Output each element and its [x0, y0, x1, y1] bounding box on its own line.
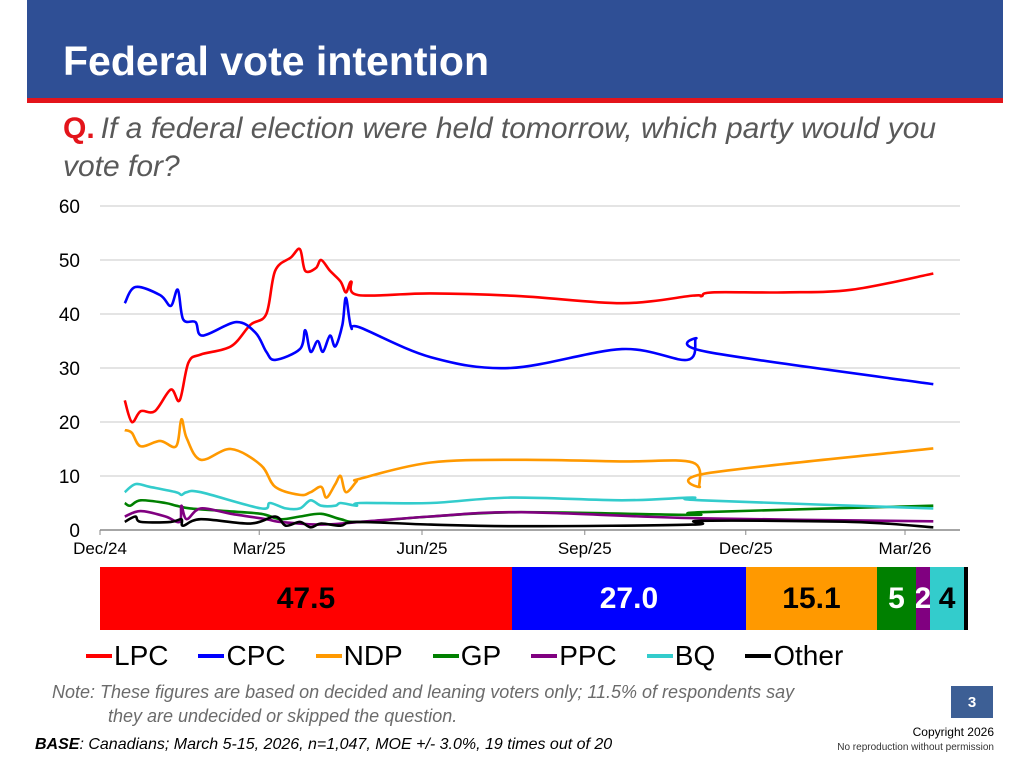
bar-segment-gp: 5: [876, 567, 916, 630]
legend-item-other: Other: [745, 640, 843, 672]
series-line-gp: [124, 498, 934, 524]
series-line-bq: [123, 482, 934, 511]
legend-item-lpc: LPC: [86, 640, 168, 672]
legend-swatch: [531, 654, 558, 658]
y-tick-label: 50: [59, 251, 80, 272]
series-line-ppc: [124, 504, 934, 526]
question-text: If a federal election were held tomorrow…: [63, 112, 937, 183]
note-line-2: they are undecided or skipped the questi…: [108, 706, 458, 726]
y-tick-label: 30: [59, 359, 80, 380]
y-tick-label: 10: [59, 467, 80, 488]
legend-swatch: [646, 654, 673, 658]
legend-item-bq: BQ: [646, 640, 716, 672]
series-line-ndp: [124, 417, 934, 499]
line-chart: 0 10 20 30 40 50 60 Dec/24 Mar/25 Jun/25 Sep/25 Dec…: [59, 197, 960, 558]
legend-swatch: [745, 654, 772, 658]
series-line-lpc: [123, 247, 934, 424]
y-tick-label: 20: [59, 413, 80, 434]
copyright-text: Copyright 2026: [912, 725, 994, 739]
x-tick-label: Dec/24: [73, 539, 127, 558]
legend-swatch: [86, 654, 112, 658]
x-tick-label: Mar/25: [233, 539, 286, 558]
legend-swatch: [432, 654, 459, 658]
legend-label: Other: [773, 640, 844, 671]
bar-label: 4: [938, 581, 956, 615]
x-tick-label: Dec/25: [719, 539, 773, 558]
bar-segment-ndp: 15.1: [746, 567, 877, 630]
series-line-other: [124, 515, 934, 529]
y-tick-label: 0: [69, 521, 80, 542]
legend-swatch: [315, 654, 342, 658]
bar-segment-cpc: 27.0: [511, 567, 746, 630]
bar-label: 2: [915, 581, 930, 615]
bar-label: 0: [964, 582, 967, 616]
legend-item-ppc: PPC: [531, 640, 617, 672]
bar-label: 47.5: [276, 581, 336, 615]
question: Q. If a federal election were held tomorr…: [63, 110, 983, 186]
bar-label: 15.1: [782, 581, 841, 615]
legend-item-cpc: CPC: [198, 640, 286, 672]
copyright: Copyright 2026 No reproduction without p…: [837, 725, 994, 755]
bar-segment-lpc: 47.5: [100, 567, 512, 630]
note-line-1: Note: These figures are based on decided…: [52, 682, 795, 702]
legend-label: BQ: [674, 640, 716, 671]
series-line-cpc: [123, 285, 934, 386]
question-marker: Q.: [63, 112, 95, 145]
bar-label: 5: [888, 581, 905, 615]
page-title: Federal vote intention: [63, 38, 489, 84]
x-tick-label: Mar/26: [879, 539, 932, 558]
rights-text: No reproduction without permission: [837, 742, 994, 753]
bar-label: 27.0: [599, 581, 659, 615]
bar-segment-ppc: 2: [915, 567, 930, 630]
stacked-bar: 47.5 27.0 15.1 5240: [100, 567, 968, 630]
legend-item-gp: GP: [432, 640, 502, 672]
note: Note: These figures are based on decided…: [52, 680, 794, 728]
x-tick-label: Jun/25: [396, 539, 447, 558]
legend: LPC CPC NDP GP PPC BQ Other: [86, 640, 873, 672]
legend-swatch: [198, 654, 225, 658]
bar-segment-bq: 4: [929, 567, 965, 630]
legend-item-ndp: NDP: [315, 640, 403, 672]
legend-label: NDP: [343, 640, 403, 671]
y-tick-label: 40: [59, 305, 80, 326]
title-bar: Federal vote intention: [27, 0, 1003, 103]
base-detail: : Canadians; March 5-15, 2026, n=1,047, …: [79, 736, 613, 753]
legend-label: CPC: [226, 640, 286, 671]
y-tick-label: 60: [59, 197, 80, 218]
x-tick-label: Sep/25: [558, 539, 612, 558]
legend-label: PPC: [559, 640, 617, 671]
base-text: BASE: Canadians; March 5-15, 2026, n=1,0…: [35, 736, 612, 754]
legend-label: LPC: [114, 640, 169, 671]
base-label: BASE: [35, 736, 80, 753]
page-number: 3: [951, 686, 993, 718]
bar-segment-other: 0: [964, 567, 968, 630]
legend-label: GP: [460, 640, 502, 671]
